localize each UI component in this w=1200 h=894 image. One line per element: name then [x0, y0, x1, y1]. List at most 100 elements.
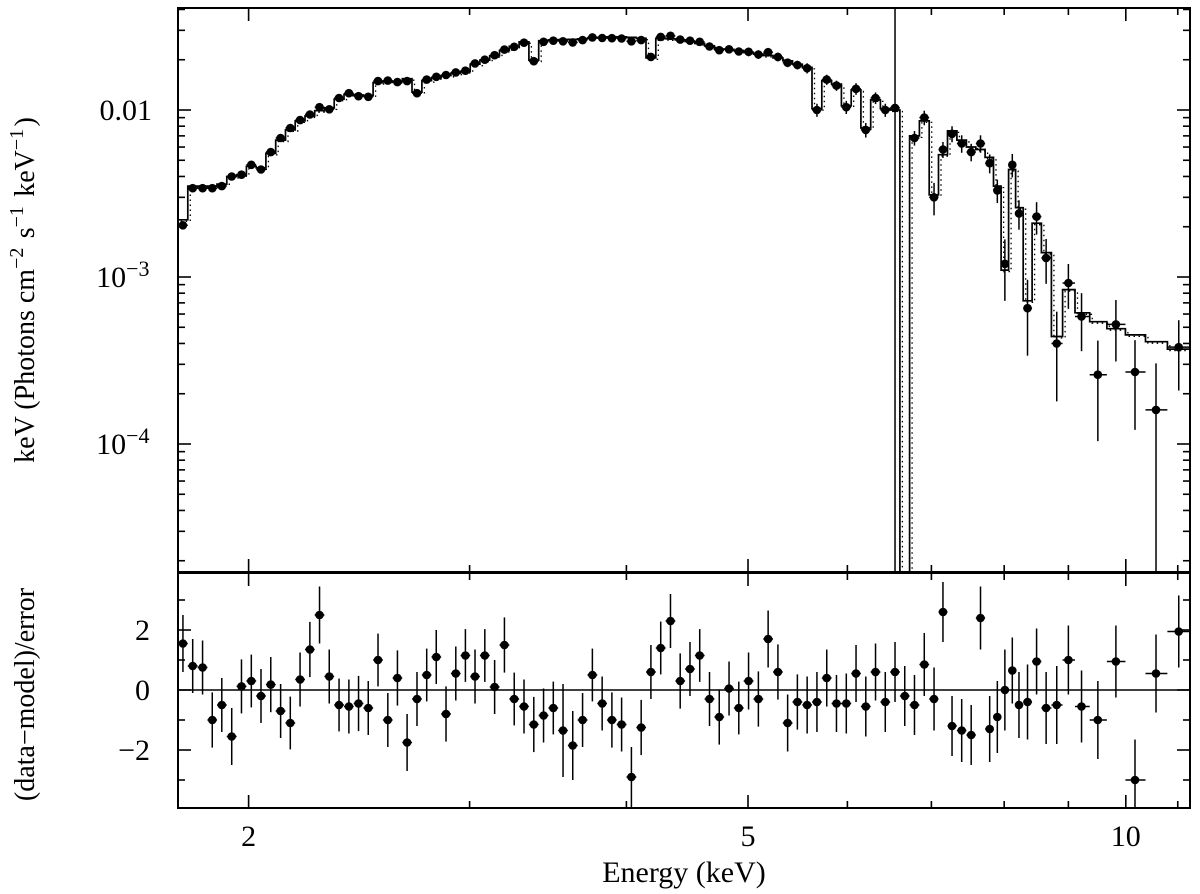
residual-point — [1093, 715, 1103, 725]
y-top-tick-label: 0.01 — [100, 94, 153, 127]
data-point — [441, 70, 451, 80]
data-point — [568, 38, 577, 47]
data-point — [832, 81, 841, 90]
residual-point — [354, 699, 363, 708]
data-point — [947, 129, 957, 139]
data-point — [802, 63, 812, 73]
residual-point — [1111, 657, 1121, 666]
data-point — [1014, 209, 1024, 218]
residual-point — [1023, 697, 1032, 707]
data-point — [451, 68, 461, 77]
data-point — [373, 76, 383, 86]
residual-point — [208, 715, 217, 725]
residual-point — [256, 691, 266, 701]
data-point — [957, 139, 966, 148]
data-point — [1093, 370, 1103, 380]
y-bottom-tick-label: 0 — [135, 674, 150, 707]
data-point — [383, 76, 393, 85]
y-top-axis-title: keV (Photons cm−2 s−1 keV−1 ) — [6, 117, 41, 463]
residual-point — [734, 703, 744, 713]
data-point — [198, 183, 207, 193]
residual-point — [985, 724, 994, 734]
residual-point — [588, 670, 597, 680]
residual-point — [783, 718, 792, 728]
data-point — [627, 37, 636, 46]
data-point — [734, 47, 744, 56]
residual-point — [539, 711, 548, 720]
residual-point — [344, 702, 354, 711]
model-histogram-dotted — [180, 37, 1190, 572]
y-bottom-axis-title: (data−model)/error — [10, 587, 41, 801]
data-point — [783, 58, 792, 67]
residual-point — [1014, 700, 1024, 710]
data-point — [920, 113, 929, 122]
data-point — [822, 75, 831, 84]
residual-point — [441, 709, 451, 719]
residual-point — [705, 694, 714, 704]
residual-point — [432, 652, 441, 662]
residual-point — [529, 720, 539, 729]
axis-labels: 0.01 10−3 10−4 2 0 −2 2 5 10 Energy (keV) keV (P… — [6, 94, 1141, 889]
residual-point — [276, 706, 285, 716]
data-point — [315, 102, 324, 112]
y-top-tick-label: 10−4 — [96, 423, 152, 461]
data-point — [266, 147, 276, 157]
data-point — [773, 52, 783, 62]
residual-point — [500, 640, 509, 650]
residual-point — [1151, 669, 1161, 678]
residual-point — [1064, 655, 1073, 665]
residual-point — [295, 675, 305, 684]
data-point — [793, 60, 802, 70]
data-point — [1008, 160, 1017, 170]
x-axis-title: Energy (keV) — [602, 856, 766, 889]
model-histogram-dotted-group — [180, 37, 1190, 572]
residual-point — [227, 732, 236, 741]
residual-point — [461, 651, 470, 660]
residual-point — [685, 664, 695, 674]
data-point — [966, 147, 976, 157]
data-point — [851, 84, 861, 94]
data-point — [237, 170, 246, 179]
residual-point — [325, 672, 334, 681]
residual-point — [373, 655, 383, 665]
data-point — [402, 76, 412, 86]
data-point — [1052, 339, 1061, 348]
data-point — [744, 47, 753, 57]
data-point — [656, 32, 665, 42]
data-point — [529, 56, 539, 66]
residual-point — [881, 697, 890, 707]
data-point — [1032, 212, 1041, 221]
residual-point — [1174, 627, 1183, 636]
residual-point — [812, 697, 822, 707]
data-point — [432, 72, 441, 82]
data-point — [993, 186, 1002, 195]
residual-point — [266, 680, 276, 689]
data-point — [422, 75, 432, 84]
residual-point — [1052, 700, 1061, 710]
x-tick-label: 10 — [1111, 820, 1141, 853]
residual-point — [910, 700, 919, 710]
data-point — [334, 93, 344, 103]
residual-point — [422, 670, 432, 680]
data-point — [938, 145, 948, 154]
data-point — [636, 35, 646, 45]
residual-point — [1032, 657, 1041, 666]
residual-point — [480, 651, 490, 660]
y-bottom-tick-label: −2 — [118, 734, 150, 767]
residual-point — [178, 639, 188, 648]
residual-point — [549, 703, 558, 713]
data-point — [666, 31, 675, 41]
residual-point — [724, 684, 734, 693]
data-point — [247, 160, 256, 170]
residual-point — [744, 676, 753, 686]
data-point — [354, 91, 363, 101]
residual-point — [656, 643, 665, 653]
residual-point — [597, 699, 607, 708]
data-point — [705, 42, 714, 51]
data-point — [763, 47, 773, 57]
residual-point — [993, 712, 1002, 722]
x-tick-label: 5 — [741, 820, 756, 853]
y-top-tick-label: 10−3 — [96, 256, 152, 294]
data-point — [1151, 405, 1161, 415]
